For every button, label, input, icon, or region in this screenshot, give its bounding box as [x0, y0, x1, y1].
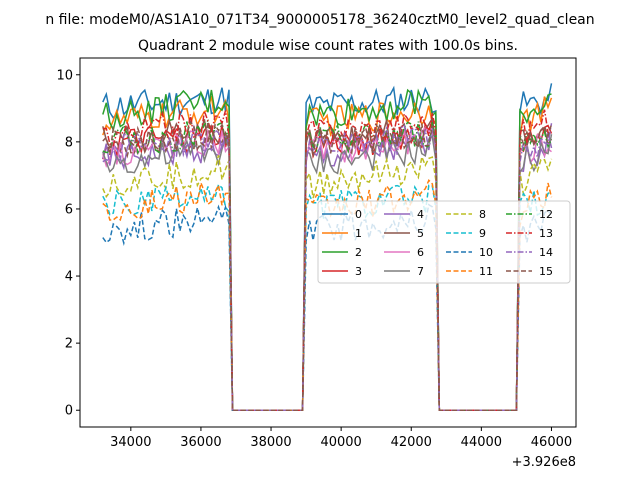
legend-label-2: 2 — [355, 246, 362, 259]
legend-label-15: 15 — [539, 265, 553, 278]
legend-label-1: 1 — [355, 227, 362, 240]
legend-label-6: 6 — [417, 246, 424, 259]
y-tick-label: 6 — [65, 202, 73, 217]
x-tick-label: 38000 — [250, 435, 291, 450]
legend-label-10: 10 — [479, 246, 493, 259]
series-line-15 — [102, 120, 553, 411]
legend-label-8: 8 — [479, 208, 486, 221]
legend-label-11: 11 — [479, 265, 493, 278]
x-tick-label: 46000 — [531, 435, 572, 450]
legend-label-9: 9 — [479, 227, 486, 240]
legend-label-5: 5 — [417, 227, 424, 240]
y-tick-label: 8 — [65, 135, 73, 150]
x-tick-label: 36000 — [180, 435, 221, 450]
y-tick-label: 4 — [65, 270, 73, 285]
x-tick-label: 44000 — [461, 435, 502, 450]
legend-label-7: 7 — [417, 265, 424, 278]
legend-label-12: 12 — [539, 208, 553, 221]
legend-label-4: 4 — [417, 208, 424, 221]
legend-label-13: 13 — [539, 227, 553, 240]
y-tick-label: 0 — [65, 404, 73, 419]
y-tick-label: 10 — [56, 68, 73, 83]
x-offset-label: +3.926e8 — [512, 455, 576, 470]
y-tick-label: 2 — [65, 337, 73, 352]
x-tick-label: 40000 — [320, 435, 361, 450]
series-line-13 — [102, 109, 552, 411]
y-axis: 0 2 4 6 8 10 — [56, 68, 80, 419]
x-axis: 34000 36000 38000 40000 42000 44000 46000 — [110, 427, 572, 450]
legend-label-0: 0 — [355, 208, 362, 221]
x-tick-label: 34000 — [110, 435, 151, 450]
plot-frame — [79, 57, 577, 428]
legend-label-14: 14 — [539, 246, 553, 259]
chart-title: Quadrant 2 module wise count rates with … — [138, 38, 518, 54]
legend-box — [317, 200, 571, 284]
x-tick-label: 42000 — [391, 435, 432, 450]
legend-label-3: 3 — [355, 265, 362, 278]
figure-suptitle: n file: modeM0/AS1A10_071T34_9000005178_… — [45, 12, 594, 28]
